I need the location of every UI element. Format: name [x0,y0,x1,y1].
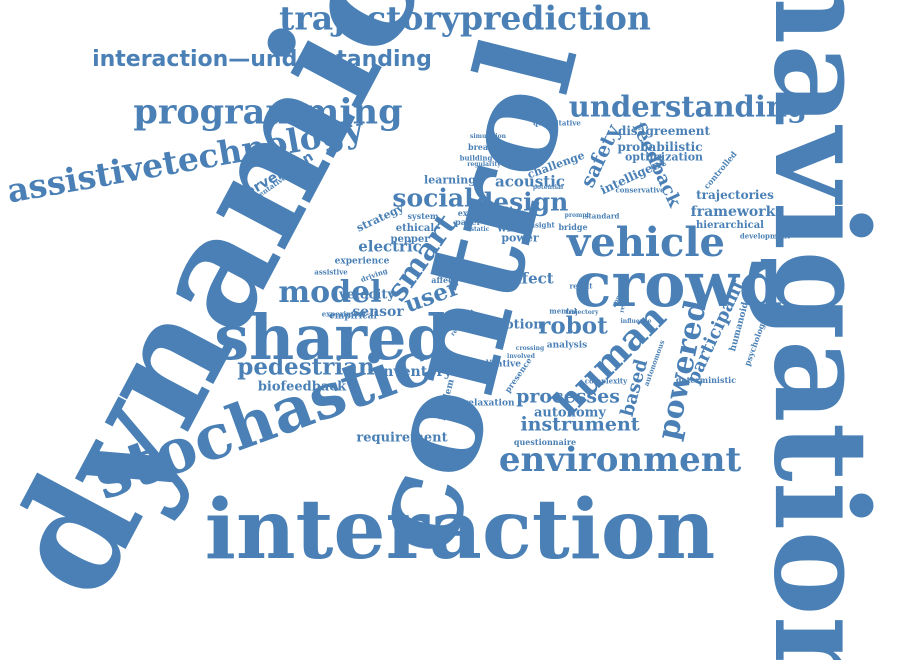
word-electric: electric [358,237,422,256]
word-analysis: analysis [546,340,588,351]
word-disagreement: disagreement [617,124,711,138]
word-insight: insight [527,220,555,230]
word-result: result [569,281,593,291]
word-learning: learning [424,173,476,187]
word-biofeedback: biofeedback [257,379,347,395]
word-conservative: conservative [615,185,665,195]
word-processes: processes [516,385,620,408]
word-experience: experience [334,256,390,267]
word-sensor: sensor [352,304,404,320]
word-safe: safe [440,265,460,275]
word-questionnaire: questionnaire [513,437,577,447]
word-model: model [278,275,382,310]
word-framework: framework [690,204,776,220]
word-system: system [407,211,439,221]
word-standard: standard [584,211,620,221]
word-static: static [470,226,490,233]
word-relaxation: relaxation [463,398,515,409]
word-influence: influence [620,318,652,325]
word-motion: motion [491,317,543,333]
word-study: study [462,266,508,285]
word-crowd: crowd [573,248,783,321]
word-optimization: optimization [624,150,704,164]
word-quantitative: quantitative [533,118,581,128]
word-wheel: wheel [497,221,533,235]
word-experiment: experiment [321,309,367,319]
word-involved: involved [507,353,535,360]
word-environment: environment [498,440,742,480]
word-expert: expert [457,208,487,218]
word-breathing: breathing [467,142,513,152]
word-inventory: inventory [377,364,453,380]
word-pepper: pepper [390,234,430,245]
word-regularity: regularity [467,161,501,168]
word-ethical: ethical [395,223,435,234]
word-social: social [392,183,474,213]
word-shared: shared [214,301,450,374]
word-programming: programming [133,91,403,133]
word-complexity: complexity [584,376,628,386]
word-simulation: simulation [470,133,506,140]
word-understanding: understanding [568,89,808,124]
word-controlled: controlled [701,149,739,191]
word-potential: potential [532,184,564,191]
word-qualitative: qualitative [466,359,522,370]
word-development: development [739,231,791,241]
word-deterministic: deterministic [675,375,737,385]
word-trajectoryprediction: trajectoryprediction [279,0,651,38]
word-interaction: interaction [204,482,716,578]
word-question: question [496,211,526,218]
word-instrument: instrument [520,413,640,436]
word-acoustic: acoustic [495,172,565,191]
word-trajectory: trajectory [565,309,599,316]
word-crossing: crossing [515,345,545,352]
word-mental: mental [549,306,577,316]
word-vehicle: vehicle [567,219,725,266]
word-effect: effect [506,269,554,288]
word-autonomy: autonomy [534,405,606,421]
word-requirement: requirement [356,430,448,446]
word-assistive: assistive [314,267,348,277]
word-empirical: empirical [329,311,377,322]
word-design: design [475,187,569,217]
word-interaction-understanding: interaction—understanding [92,47,432,72]
word-trajectories: trajectories [696,188,774,202]
word-power: power [501,231,539,245]
word-velocity: velocity [339,287,395,303]
word-affect: affect [431,275,457,285]
word-hierarchical: hierarchical [696,220,764,231]
word-probabilistic: probabilistic [617,140,703,154]
word-pedestrian: pedestrian [237,353,375,381]
word-prompt: prompt [564,212,590,219]
word-building: building [459,153,493,163]
word-robot: robot [538,312,608,340]
word-bridge: bridge [558,222,588,232]
word-paper: paper [455,217,481,227]
